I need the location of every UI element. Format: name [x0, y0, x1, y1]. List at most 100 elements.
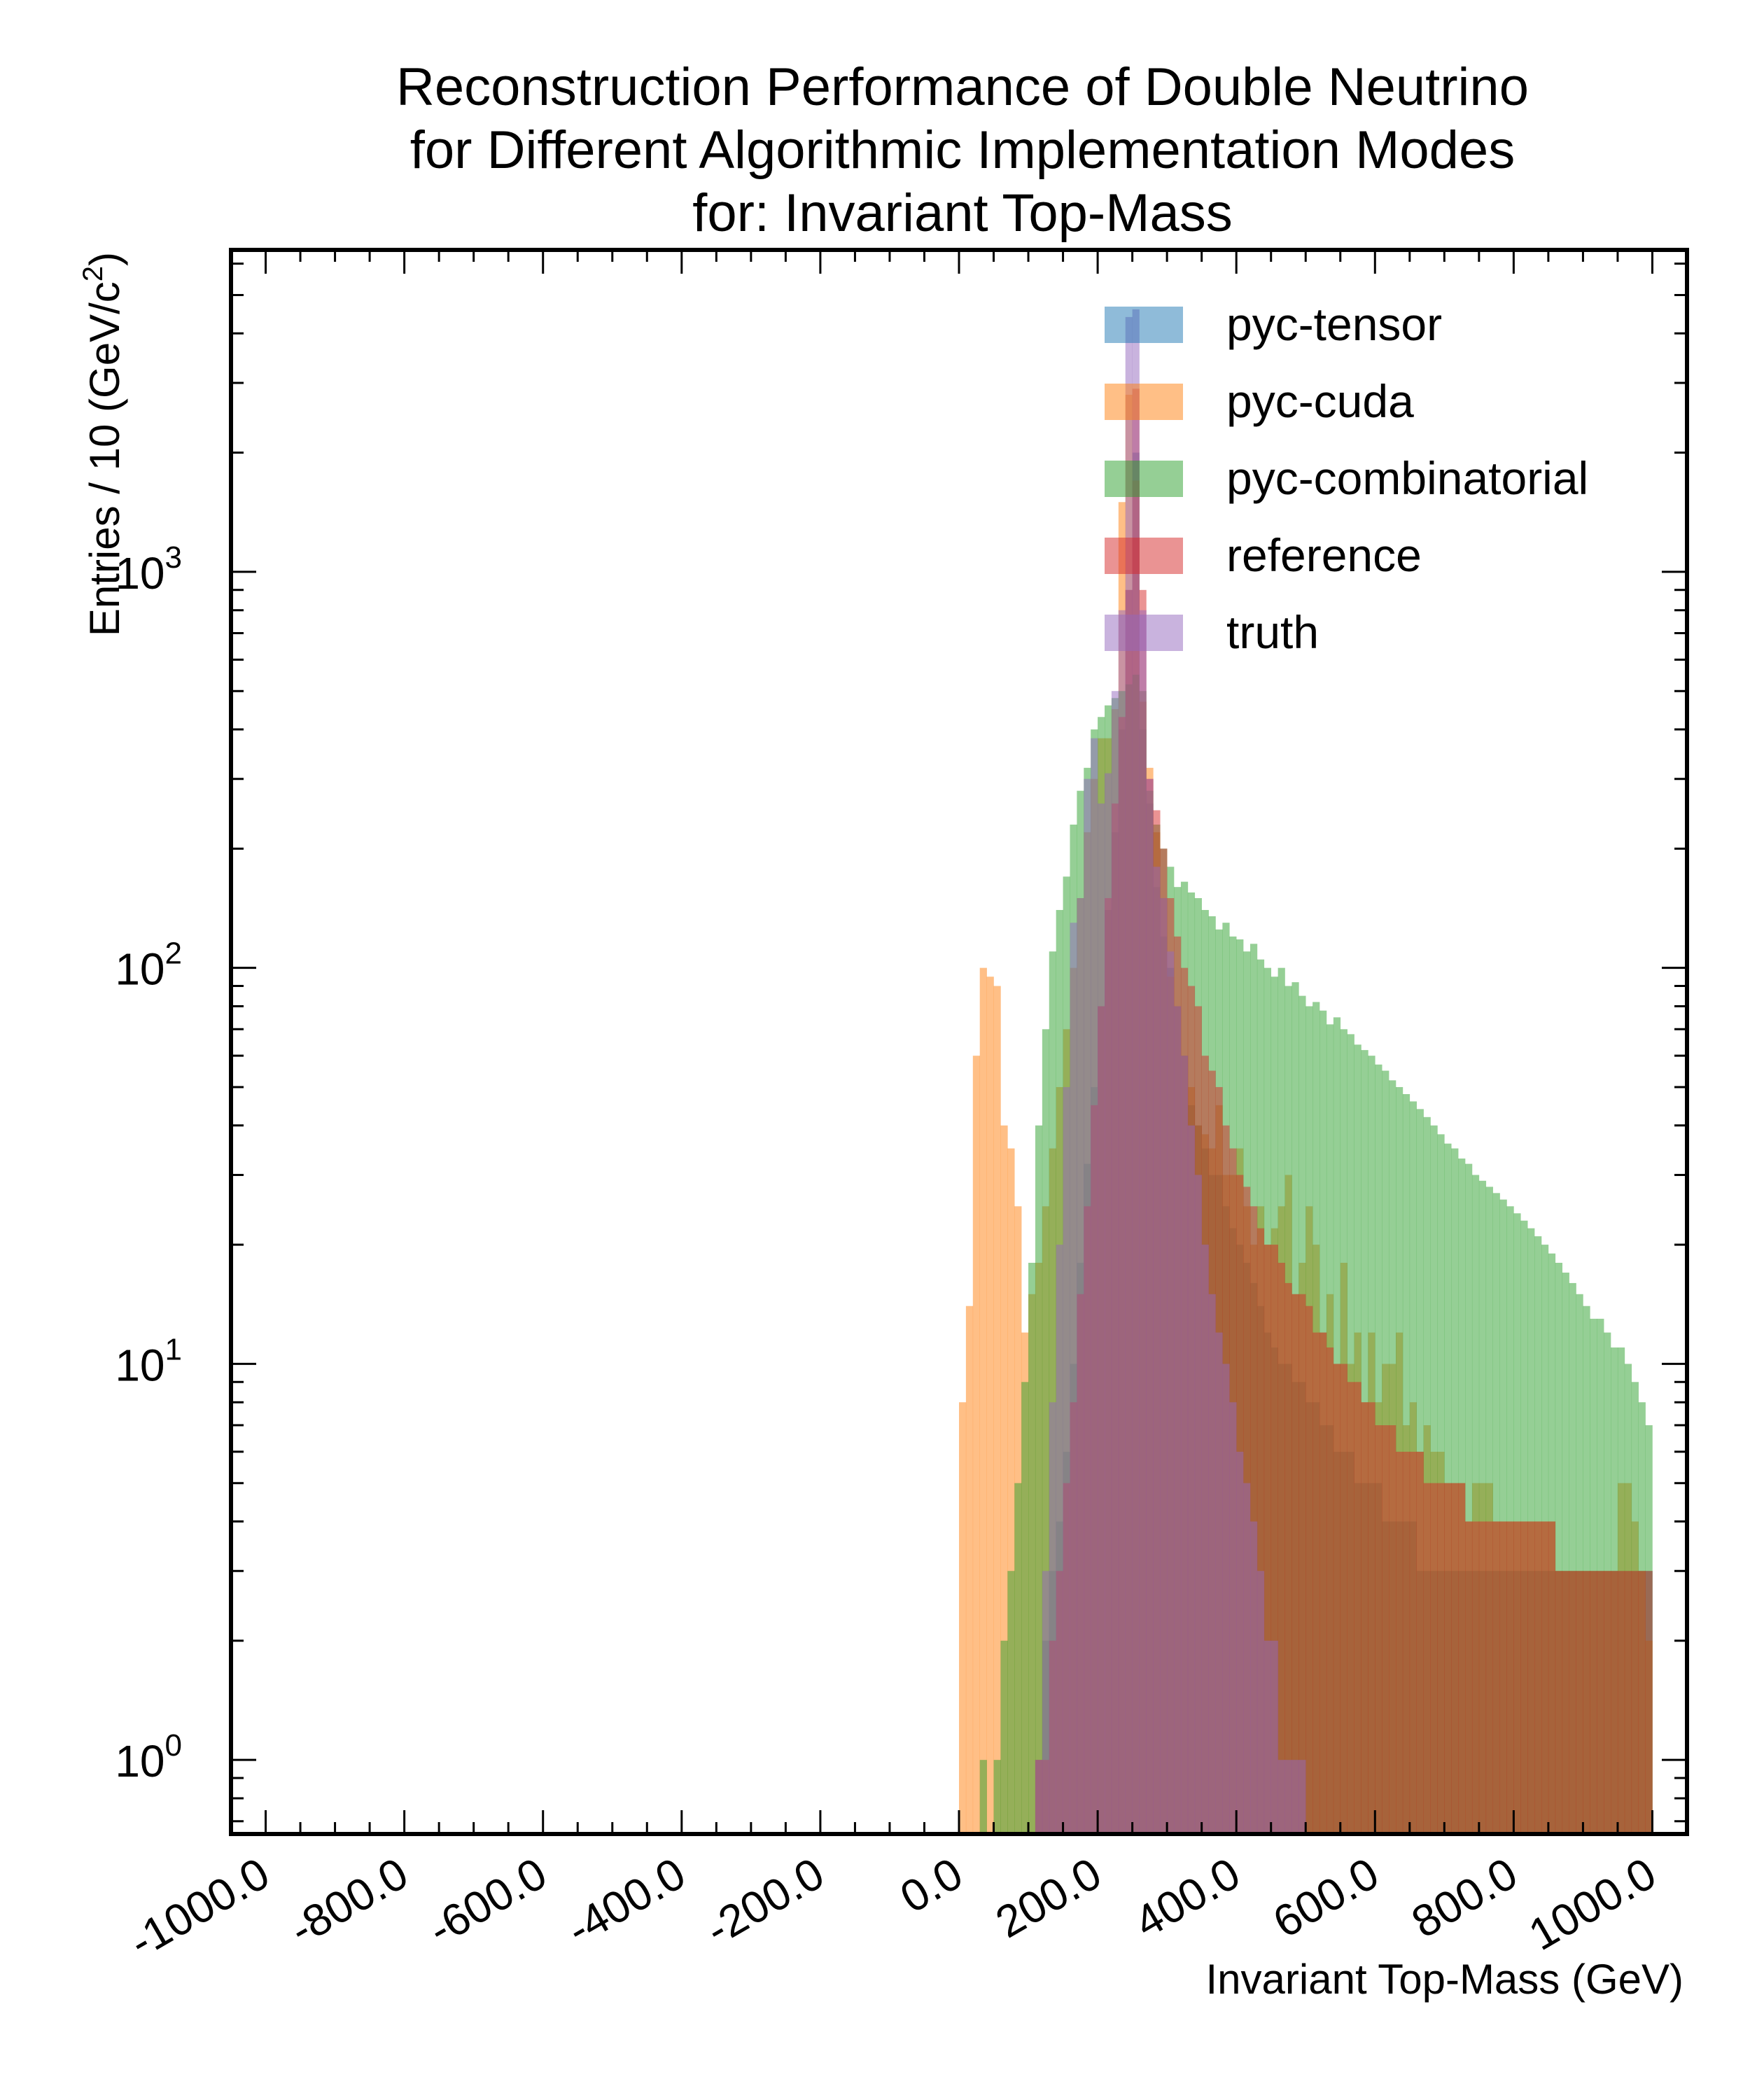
- y-tick-label: 102: [115, 937, 182, 995]
- bar-pyc-combinatorial-8: [1014, 1483, 1022, 1834]
- bar-reference-61: [1382, 1425, 1390, 1834]
- legend-swatch: [1105, 615, 1183, 651]
- bar-reference-63: [1396, 1451, 1404, 1834]
- x-tick-label: -200.0: [697, 1848, 832, 1955]
- bar-pyc-combinatorial-88: [1569, 1282, 1576, 1834]
- y-tick-base: 10: [115, 548, 164, 598]
- title-line-3: for: Invariant Top-Mass: [692, 183, 1233, 243]
- bar-reference-90: [1583, 1571, 1590, 1834]
- bar-reference-68: [1430, 1483, 1438, 1834]
- bar-truth-32: [1180, 1056, 1189, 1834]
- bar-truth-40: [1236, 1451, 1244, 1834]
- bar-pyc-combinatorial-87: [1562, 1273, 1569, 1834]
- bar-reference-94: [1611, 1571, 1618, 1834]
- bar-truth-15: [1063, 1086, 1070, 1834]
- x-tick-label: -400.0: [559, 1848, 694, 1955]
- bar-pyc-combinatorial-68: [1430, 1125, 1438, 1834]
- bar-reference-51: [1312, 1332, 1320, 1834]
- bar-pyc-combinatorial-77: [1492, 1193, 1500, 1834]
- bar-reference-80: [1513, 1521, 1521, 1834]
- bar-reference-95: [1617, 1571, 1625, 1834]
- bar-pyc-combinatorial-78: [1499, 1199, 1507, 1834]
- bar-reference-87: [1562, 1571, 1569, 1834]
- x-tick-label: 1000.0: [1520, 1848, 1665, 1960]
- series-truth: [1035, 309, 1306, 1835]
- legend-swatch: [1105, 538, 1183, 574]
- bar-reference-76: [1485, 1521, 1493, 1834]
- bar-pyc-combinatorial-73: [1465, 1163, 1473, 1834]
- bar-reference-78: [1499, 1521, 1507, 1834]
- bar-truth-38: [1222, 1364, 1230, 1834]
- bar-truth-45: [1270, 1640, 1278, 1834]
- title-line-2: for Different Algorithmic Implementation…: [410, 120, 1515, 180]
- bar-pyc-combinatorial-6: [1000, 1640, 1008, 1834]
- bar-reference-54: [1333, 1364, 1341, 1834]
- bar-pyc-combinatorial-75: [1478, 1180, 1487, 1834]
- bar-truth-26: [1139, 610, 1147, 1834]
- bar-pyc-cuda-7: [1007, 1148, 1015, 1834]
- bar-reference-74: [1471, 1521, 1480, 1834]
- y-axis-label-close: ): [81, 252, 128, 266]
- bar-pyc-combinatorial-9: [1021, 1382, 1029, 1834]
- bar-reference-45: [1270, 1245, 1278, 1834]
- bar-pyc-cuda-2: [972, 1056, 981, 1834]
- bar-pyc-combinatorial-11: [1035, 1125, 1043, 1834]
- bar-truth-46: [1278, 1760, 1285, 1834]
- bar-reference-59: [1368, 1402, 1376, 1834]
- bar-pyc-combinatorial-7: [1007, 1571, 1015, 1834]
- x-tick-labels: -1000.0 -800.0 -600.0 -400.0 -200.0 0.0 200.0 4…: [121, 1848, 1665, 1968]
- bar-truth-20: [1098, 803, 1105, 1834]
- y-tick-exp: 0: [165, 1728, 182, 1763]
- bar-truth-34: [1194, 1175, 1202, 1834]
- bar-truth-47: [1284, 1760, 1292, 1834]
- legend-swatch: [1105, 307, 1183, 343]
- x-tick-label: -800.0: [281, 1848, 416, 1955]
- bar-reference-89: [1576, 1571, 1583, 1834]
- bar-pyc-cuda-5: [993, 986, 1001, 1834]
- bar-reference-58: [1361, 1402, 1368, 1834]
- bar-reference-73: [1465, 1521, 1473, 1834]
- bar-truth-25: [1132, 309, 1140, 1835]
- bar-truth-14: [1056, 1245, 1063, 1834]
- bar-pyc-combinatorial-3: [979, 1760, 987, 1834]
- bar-truth-23: [1118, 610, 1126, 1834]
- legend-label: pyc-cuda: [1226, 375, 1414, 427]
- bar-pyc-combinatorial-79: [1506, 1206, 1514, 1834]
- bar-pyc-combinatorial-74: [1471, 1175, 1480, 1834]
- bar-reference-57: [1354, 1382, 1362, 1834]
- bar-pyc-combinatorial-76: [1485, 1186, 1493, 1834]
- y-axis-label: Entries / 10 (GeV/c2): [78, 252, 128, 636]
- x-tick-label: 200.0: [987, 1848, 1110, 1947]
- y-axis-label-main: Entries / 10 (GeV/c: [81, 281, 128, 636]
- bar-truth-18: [1084, 778, 1091, 1834]
- bar-truth-17: [1077, 898, 1084, 1834]
- bar-reference-82: [1527, 1521, 1535, 1834]
- bar-truth-49: [1298, 1760, 1306, 1834]
- bar-truth-35: [1201, 1245, 1209, 1834]
- bar-truth-31: [1174, 1006, 1182, 1834]
- bar-reference-81: [1520, 1521, 1528, 1834]
- bar-truth-24: [1125, 316, 1133, 1834]
- bar-pyc-combinatorial-12: [1042, 1029, 1050, 1834]
- y-tick-exp: 2: [165, 937, 182, 971]
- bar-truth-43: [1256, 1571, 1265, 1834]
- bar-reference-91: [1590, 1571, 1597, 1834]
- legend-label: pyc-tensor: [1226, 298, 1442, 350]
- bar-truth-33: [1187, 1125, 1196, 1834]
- bar-reference-88: [1569, 1571, 1576, 1834]
- legend: pyc-tensor pyc-cuda pyc-combinatorial refer…: [1105, 298, 1588, 658]
- bar-truth-21: [1105, 773, 1112, 1834]
- y-axis-label-sup: 2: [78, 266, 108, 281]
- x-axis-label: Invariant Top-Mass (GeV): [1206, 1956, 1684, 2003]
- x-tick-label: 800.0: [1404, 1848, 1526, 1947]
- histogram-bars: [959, 309, 1653, 1835]
- bar-reference-50: [1306, 1306, 1313, 1834]
- bar-truth-36: [1208, 1294, 1216, 1834]
- bar-reference-48: [1292, 1294, 1299, 1834]
- legend-label: reference: [1226, 529, 1422, 581]
- bar-reference-55: [1340, 1364, 1348, 1834]
- bar-reference-67: [1423, 1483, 1431, 1834]
- plot-frame: [229, 248, 1689, 1836]
